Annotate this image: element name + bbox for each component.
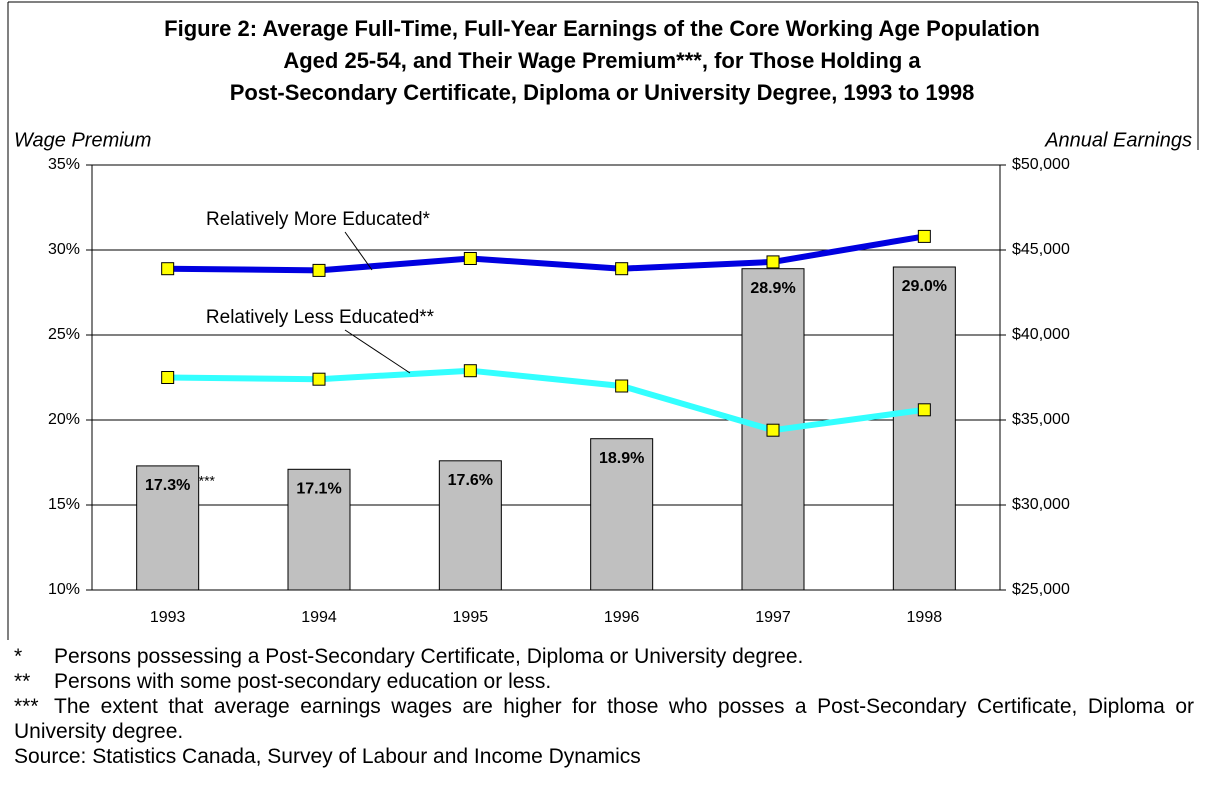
bar bbox=[590, 438, 654, 591]
note-text: Persons possessing a Post-Secondary Cert… bbox=[54, 645, 804, 668]
bar-annotation: *** bbox=[199, 473, 216, 489]
line bbox=[167, 233, 925, 274]
x-tick-label: 1995 bbox=[453, 609, 489, 626]
leader-line bbox=[344, 231, 373, 271]
marker bbox=[161, 371, 175, 384]
source: Source: Statistics Canada, Survey of Lab… bbox=[14, 745, 641, 768]
bar bbox=[892, 266, 956, 591]
marker bbox=[766, 423, 780, 437]
chart: Figure 2: Average Full-Time, Full-Year E… bbox=[7, 1, 1199, 640]
y2-tick-label: $25,000 bbox=[1012, 581, 1070, 598]
y2-tick-label: $30,000 bbox=[1012, 496, 1070, 513]
notes: * Persons possessing a Post-Secondary Cer… bbox=[14, 644, 1194, 769]
marker bbox=[615, 379, 629, 393]
x-tick-label: 1993 bbox=[150, 609, 186, 626]
bar-label: 17.6% bbox=[448, 472, 493, 489]
y2-tick-label: $50,000 bbox=[1012, 156, 1070, 173]
marker bbox=[766, 255, 780, 269]
x-tick-label: 1996 bbox=[604, 609, 640, 626]
note-marker: * bbox=[14, 645, 23, 668]
y-tick-label: 10% bbox=[48, 581, 80, 598]
bar-label: 28.9% bbox=[750, 280, 795, 297]
bar-label: 17.3% bbox=[145, 477, 190, 494]
series-label: Relatively More Educated* bbox=[206, 209, 430, 230]
y-tick-label: 25% bbox=[48, 326, 80, 343]
y2-tick-label: $45,000 bbox=[1012, 241, 1070, 258]
y-tick-label: 30% bbox=[48, 241, 80, 258]
bar-label: 17.1% bbox=[296, 481, 341, 498]
y-tick-label: 35% bbox=[48, 156, 80, 173]
x-tick-label: 1997 bbox=[755, 609, 791, 626]
bar bbox=[438, 460, 502, 591]
marker bbox=[917, 229, 931, 243]
y2-tick-label: $40,000 bbox=[1012, 326, 1070, 343]
marker bbox=[463, 364, 477, 378]
note-marker: *** bbox=[14, 695, 39, 718]
chart-title: Aged 25-54, and Their Wage Premium***, f… bbox=[283, 48, 921, 73]
note: * Persons possessing a Post-Secondary Cer… bbox=[14, 644, 1194, 669]
marker bbox=[312, 372, 326, 386]
chart-title: Post-Secondary Certificate, Diploma or U… bbox=[230, 80, 975, 105]
marker bbox=[312, 263, 326, 277]
x-tick-label: 1998 bbox=[907, 609, 943, 626]
note: *** The extent that average earnings wage… bbox=[14, 694, 1194, 744]
marker bbox=[615, 262, 629, 276]
y-axis-title: Wage Premium bbox=[14, 129, 151, 151]
marker bbox=[161, 262, 175, 276]
bar-label: 18.9% bbox=[599, 450, 644, 467]
chart-title: Figure 2: Average Full-Time, Full-Year E… bbox=[164, 16, 1040, 41]
note: ** Persons with some post-secondary educa… bbox=[14, 669, 1194, 694]
note-marker: ** bbox=[14, 670, 31, 693]
leader-line bbox=[344, 329, 411, 374]
line bbox=[167, 367, 925, 434]
series-label: Relatively Less Educated** bbox=[206, 307, 435, 328]
note-body: The extent that average earnings wages a… bbox=[14, 695, 1194, 743]
bar bbox=[287, 468, 351, 591]
bar-label: 29.0% bbox=[902, 278, 947, 295]
x-tick-label: 1994 bbox=[301, 609, 337, 626]
y2-tick-label: $35,000 bbox=[1012, 411, 1070, 428]
y-tick-label: 20% bbox=[48, 411, 80, 428]
marker bbox=[463, 252, 477, 265]
y-tick-label: 15% bbox=[48, 496, 80, 513]
note-text: *** The extent that average earnings wage… bbox=[14, 694, 1194, 744]
note-text: Persons with some post-secondary educati… bbox=[54, 670, 552, 693]
bar bbox=[136, 465, 200, 591]
marker bbox=[917, 403, 931, 417]
y2-axis-title: Annual Earnings bbox=[1044, 129, 1192, 151]
